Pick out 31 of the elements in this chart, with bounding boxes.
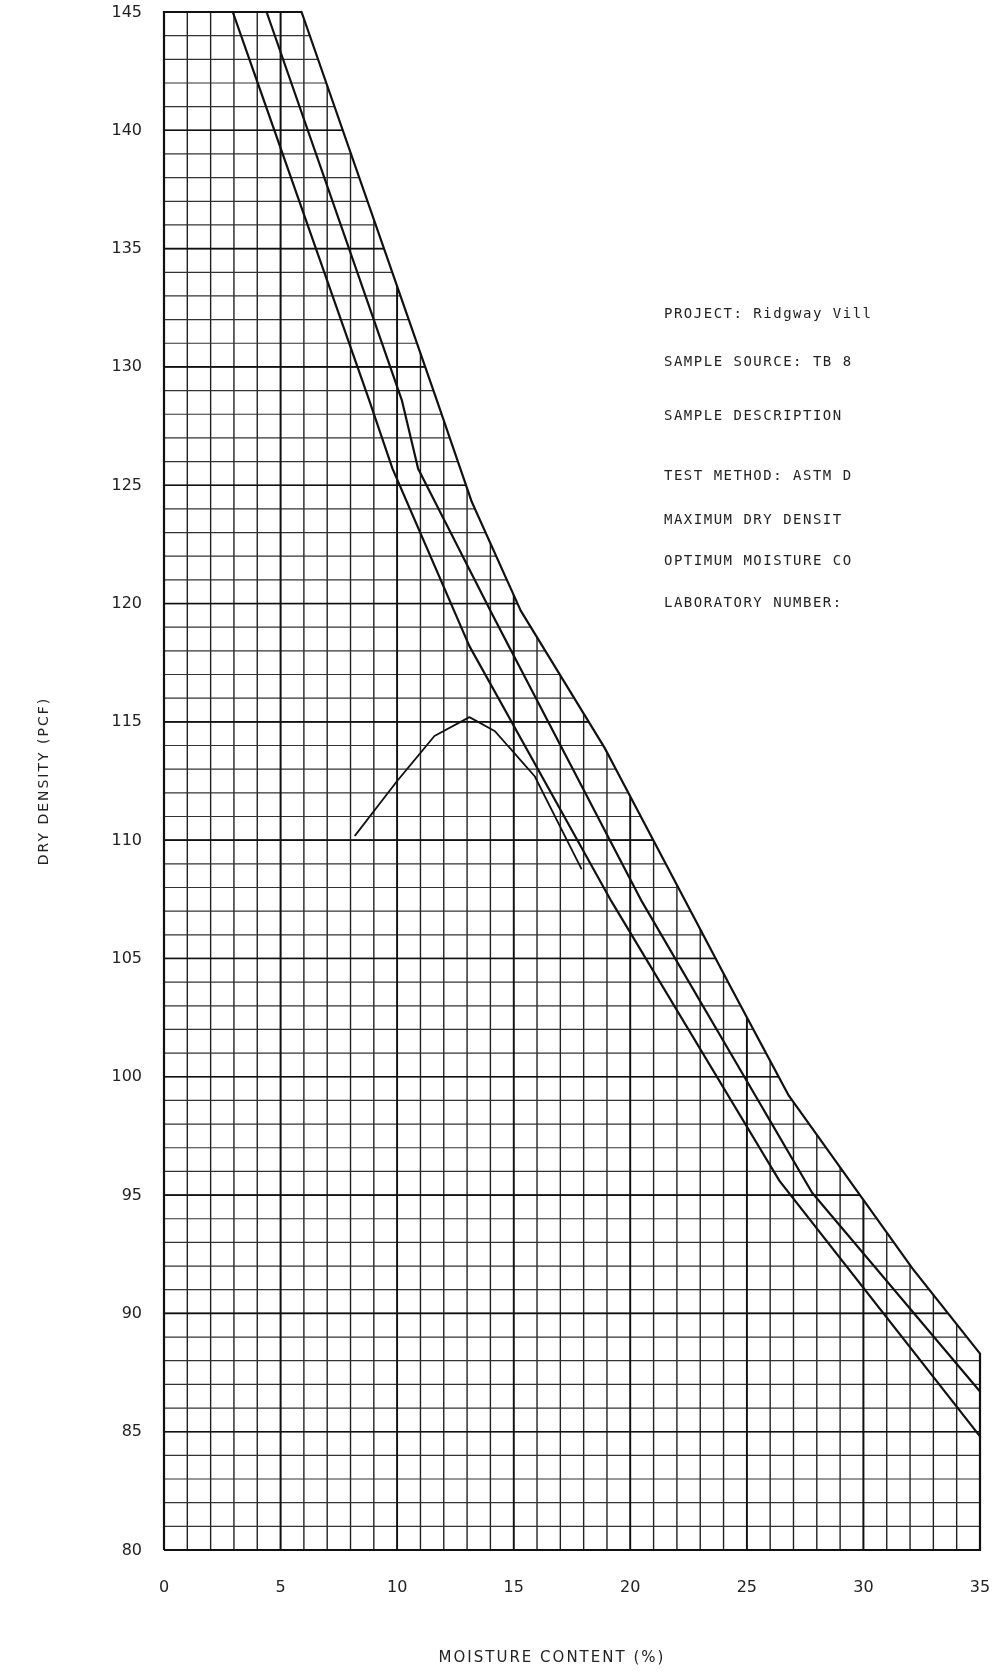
annotation: PROJECT: Ridgway Vill: [664, 305, 873, 321]
y-tick-label: 90: [121, 1302, 142, 1322]
y-tick-label: 100: [111, 1066, 142, 1086]
x-tick-label: 25: [736, 1577, 758, 1596]
x-tick-label: 0: [158, 1577, 170, 1596]
x-tick-label: 5: [275, 1577, 286, 1596]
annotation: TEST METHOD: ASTM D: [664, 467, 853, 483]
y-axis-title: DRY DENSITY (PCF): [35, 696, 51, 866]
y-tick-label: 120: [111, 593, 142, 613]
annotation: OPTIMUM MOISTURE CO: [664, 552, 853, 568]
y-tick-label: 135: [111, 238, 142, 258]
y-tick-label: 80: [121, 1539, 142, 1559]
x-tick-label: 20: [620, 1577, 641, 1596]
y-tick-label: 145: [111, 1, 142, 21]
y-tick-label: 95: [121, 1184, 142, 1204]
annotation: MAXIMUM DRY DENSIT: [664, 511, 843, 527]
y-tick-label: 105: [111, 947, 142, 967]
y-tick-label: 115: [111, 711, 142, 731]
y-tick-label: 110: [111, 829, 142, 849]
y-tick-label: 85: [121, 1421, 142, 1441]
annotation: LABORATORY NUMBER:: [664, 594, 843, 610]
x-axis-title: MOISTURE CONTENT (%): [438, 1648, 666, 1666]
y-tick-label: 140: [111, 119, 142, 139]
x-tick-label: 30: [853, 1577, 874, 1596]
y-tick-label: 125: [111, 474, 142, 494]
x-tick-label: 35: [969, 1577, 991, 1596]
y-tick-label: 130: [111, 356, 142, 376]
annotation: SAMPLE SOURCE: TB 8: [664, 353, 853, 369]
x-tick-label: 15: [503, 1577, 524, 1596]
annotation: SAMPLE DESCRIPTION: [664, 407, 843, 423]
x-tick-label: 10: [386, 1577, 408, 1596]
